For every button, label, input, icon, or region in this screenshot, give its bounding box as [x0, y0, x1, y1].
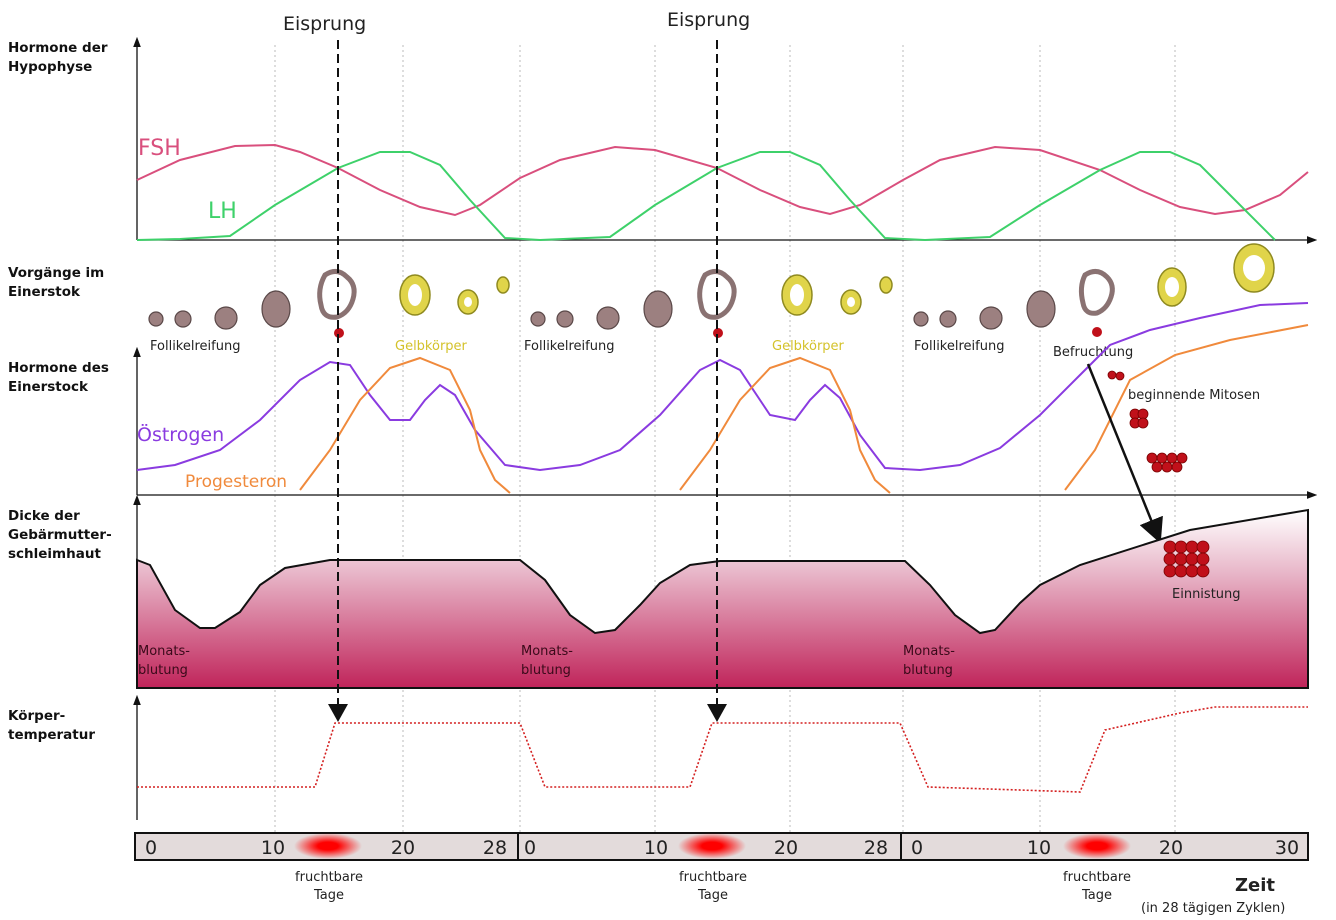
lh-label: LH [208, 199, 237, 224]
lh-curve [136, 151, 1276, 242]
timeline-tick: 0 [524, 837, 536, 859]
row-label: temperatur [8, 727, 95, 743]
menstruation-labels: Monats-blutung Monats-blutung Monats-blutu… [138, 644, 955, 678]
ovulation-label: Eisprung [667, 9, 750, 31]
timeline-tick: 20 [774, 837, 798, 859]
event-label: Einnistung [1172, 587, 1241, 602]
fertile-glow [678, 833, 746, 859]
follicle-inner [408, 255, 1265, 307]
timeline-tick: 10 [261, 837, 285, 859]
row-label: Einerstock [8, 379, 89, 395]
event-label: Gelbkörper [395, 339, 468, 354]
timeline-tick: 20 [391, 837, 415, 859]
event-label: Gelbkörper [772, 339, 845, 354]
row-label: Hypophyse [8, 59, 92, 75]
fertile-days-label: Tage [313, 888, 344, 903]
progesterone-label: Progesteron [185, 472, 287, 492]
axis-note: (in 28 tägigen Zyklen) [1141, 901, 1285, 916]
row-label: Vorgänge im [8, 265, 104, 281]
timeline-tick: 10 [1027, 837, 1051, 859]
temperature-curve [137, 706, 1308, 793]
fertile-days-label: fruchtbare [295, 870, 363, 885]
row-label: Hormone der [8, 40, 108, 56]
fertile-days-label: Tage [697, 888, 728, 903]
axes [133, 36, 1318, 820]
timeline-tick: 10 [644, 837, 668, 859]
embryo [1163, 540, 1210, 578]
day-guides [274, 45, 1176, 833]
timeline-labels: 0 10 20 28 0 10 20 28 0 10 20 30 fruchtbare Tage fruch… [145, 837, 1299, 903]
endometrium [136, 508, 1309, 689]
estrogen-curve [136, 302, 1309, 472]
ovulation-arrowhead [707, 704, 727, 722]
row-label: Gebärmutter- [8, 527, 112, 543]
menstruation-label: Monats- [138, 644, 190, 659]
ovulation-arrowhead [328, 704, 348, 722]
progesterone-curve [1064, 324, 1309, 491]
axis-title: Zeit [1235, 875, 1275, 896]
event-label: beginnende Mitosen [1128, 388, 1260, 403]
corpus-luteum [399, 243, 1275, 316]
fertile-days-label: fruchtbare [679, 870, 747, 885]
event-label: Follikelreifung [524, 339, 614, 354]
timeline-tick: 28 [483, 837, 507, 859]
estrogen-label: Östrogen [137, 423, 224, 446]
row-label: schleimhaut [8, 546, 101, 562]
timeline-tick: 0 [911, 837, 923, 859]
mitosis-cells [1107, 370, 1188, 473]
menstruation-label: Monats- [903, 644, 955, 659]
progesterone-curve [299, 356, 511, 494]
fertile-days-label: Tage [1081, 888, 1112, 903]
row-label: Hormone des [8, 360, 109, 376]
row-label: Dicke der [8, 508, 80, 524]
menstruation-label: blutung [903, 663, 953, 678]
row-label: Einerstok [8, 284, 81, 300]
row-labels: Hormone der Hypophyse Vorgänge im Einers… [8, 40, 112, 743]
fertile-glow [1063, 833, 1131, 859]
ovulation-label: Eisprung [283, 13, 366, 35]
menstruation-label: blutung [138, 663, 188, 678]
event-label: Follikelreifung [150, 339, 240, 354]
event-label: Follikelreifung [914, 339, 1004, 354]
fertile-glow [294, 833, 362, 859]
fsh-label: FSH [138, 136, 181, 161]
eggs [334, 327, 1102, 338]
event-label: Befruchtung [1053, 345, 1133, 360]
progesterone-curve [679, 356, 891, 494]
timeline-tick: 28 [864, 837, 888, 859]
menstruation-label: Monats- [521, 644, 573, 659]
menstruation-label: blutung [521, 663, 571, 678]
fsh-curve [136, 143, 1309, 217]
timeline-tick: 30 [1275, 837, 1299, 859]
fertile-days-label: fruchtbare [1063, 870, 1131, 885]
timeline-tick: 20 [1159, 837, 1183, 859]
implantation-arrow [1086, 363, 1163, 544]
row-label: Körper- [8, 708, 65, 724]
timeline-tick: 0 [145, 837, 157, 859]
follicles [148, 269, 1115, 330]
